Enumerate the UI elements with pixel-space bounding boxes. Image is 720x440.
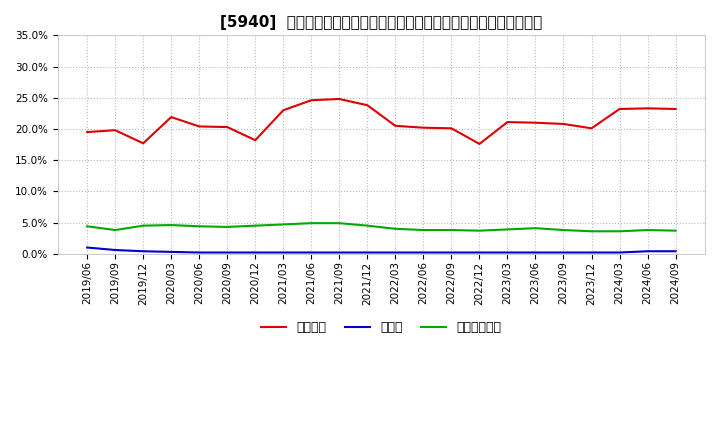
Line: のれん: のれん (87, 248, 675, 253)
繰延税金資産 (279, 222, 287, 227)
のれん (279, 250, 287, 255)
のれん (223, 250, 232, 255)
繰延税金資産 (83, 224, 91, 229)
自己資本 (588, 126, 596, 131)
自己資本 (559, 121, 568, 127)
のれん (307, 250, 315, 255)
繰延税金資産 (363, 223, 372, 228)
Legend: 自己資本, のれん, 繰延税金資産: 自己資本, のれん, 繰延税金資産 (256, 316, 506, 339)
自己資本 (531, 120, 540, 125)
のれん (139, 249, 148, 254)
のれん (111, 247, 120, 253)
のれん (335, 250, 343, 255)
のれん (251, 250, 260, 255)
繰延税金資産 (559, 227, 568, 233)
繰延税金資産 (391, 226, 400, 231)
繰延税金資産 (335, 220, 343, 226)
繰延税金資産 (167, 222, 176, 227)
繰延税金資産 (223, 224, 232, 230)
自己資本 (83, 129, 91, 135)
自己資本 (139, 141, 148, 146)
繰延税金資産 (251, 223, 260, 228)
自己資本 (223, 125, 232, 130)
のれん (391, 250, 400, 255)
のれん (195, 250, 204, 255)
のれん (671, 249, 680, 254)
Title: [5940]  自己資本、のれん、繰延税金資産の総資産に対する比率の推移: [5940] 自己資本、のれん、繰延税金資産の総資産に対する比率の推移 (220, 15, 542, 30)
繰延税金資産 (307, 220, 315, 226)
自己資本 (335, 96, 343, 102)
繰延税金資産 (588, 229, 596, 234)
自己資本 (503, 119, 512, 125)
のれん (447, 250, 456, 255)
自己資本 (195, 124, 204, 129)
繰延税金資産 (671, 228, 680, 233)
繰延税金資産 (531, 226, 540, 231)
繰延税金資産 (643, 227, 652, 233)
のれん (475, 250, 484, 255)
自己資本 (167, 114, 176, 120)
のれん (615, 250, 624, 255)
繰延税金資産 (615, 229, 624, 234)
のれん (167, 249, 176, 254)
のれん (503, 250, 512, 255)
Line: 繰延税金資産: 繰延税金資産 (87, 223, 675, 231)
のれん (83, 245, 91, 250)
のれん (643, 249, 652, 254)
自己資本 (307, 98, 315, 103)
自己資本 (475, 141, 484, 147)
繰延税金資産 (111, 227, 120, 233)
自己資本 (251, 138, 260, 143)
のれん (588, 250, 596, 255)
繰延税金資産 (419, 227, 428, 233)
自己資本 (671, 106, 680, 112)
自己資本 (279, 108, 287, 113)
自己資本 (447, 126, 456, 131)
自己資本 (111, 128, 120, 133)
自己資本 (363, 103, 372, 108)
繰延税金資産 (195, 224, 204, 229)
自己資本 (615, 106, 624, 112)
のれん (419, 250, 428, 255)
のれん (559, 250, 568, 255)
自己資本 (391, 123, 400, 128)
Line: 自己資本: 自己資本 (87, 99, 675, 144)
繰延税金資産 (475, 228, 484, 233)
繰延税金資産 (139, 223, 148, 228)
のれん (363, 250, 372, 255)
自己資本 (643, 106, 652, 111)
自己資本 (419, 125, 428, 130)
繰延税金資産 (447, 227, 456, 233)
のれん (531, 250, 540, 255)
繰延税金資産 (503, 227, 512, 232)
